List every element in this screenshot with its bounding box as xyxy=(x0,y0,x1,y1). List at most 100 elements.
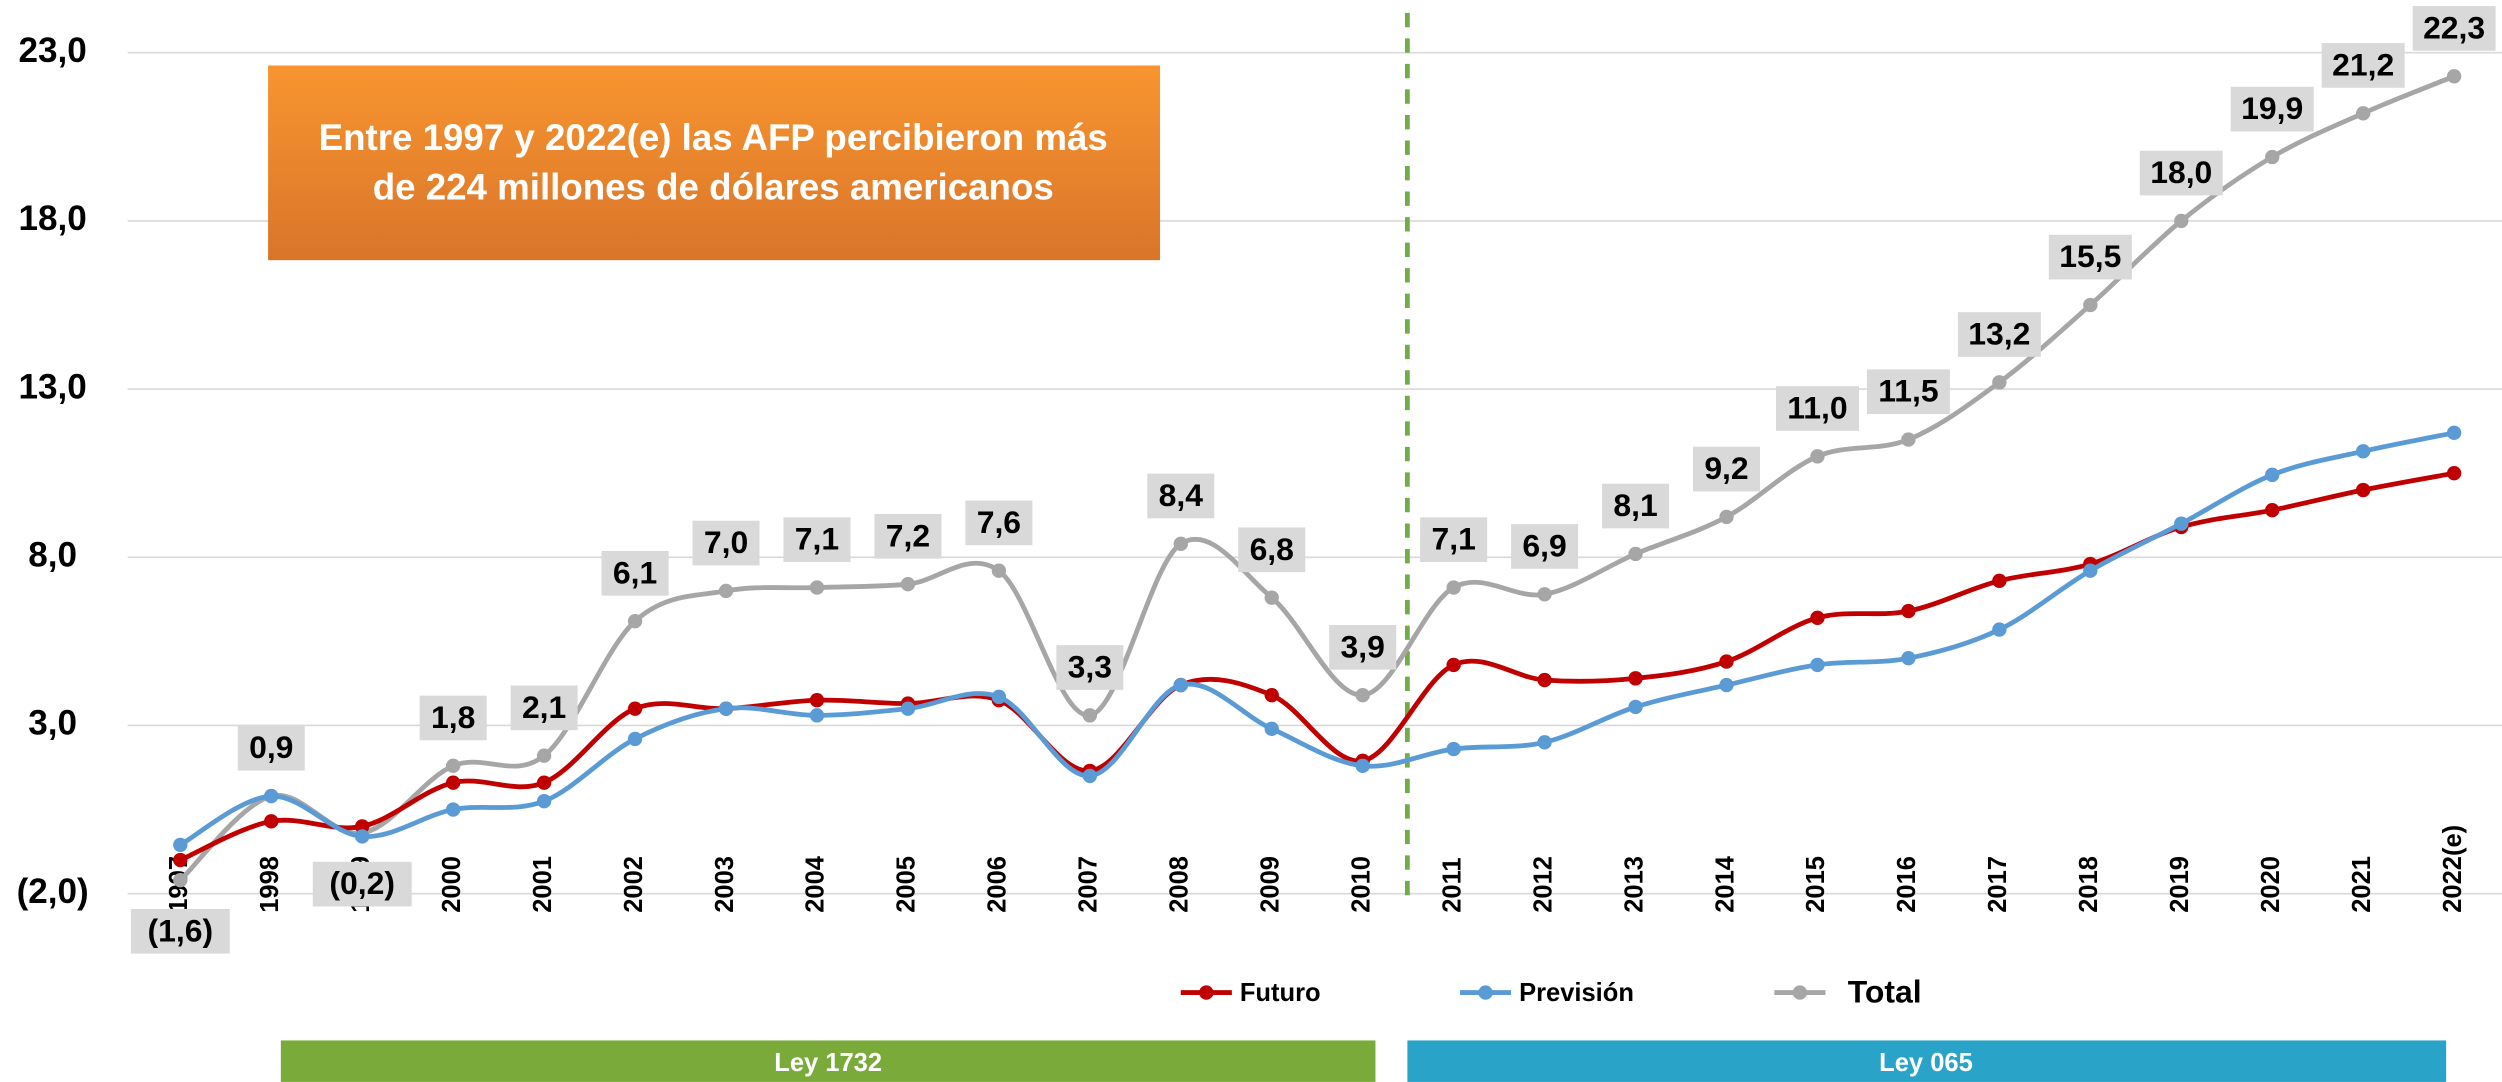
data-label: 22,3 xyxy=(2423,9,2485,45)
legend-swatch xyxy=(1478,985,1493,1000)
data-label: 11,5 xyxy=(1878,373,1938,409)
x-tick-label: 2020 xyxy=(2257,856,2285,913)
legend-label: Total xyxy=(1848,974,1922,1010)
data-point xyxy=(1628,546,1643,562)
data-point xyxy=(355,829,370,844)
x-tick-label: 2000 xyxy=(438,856,466,913)
data-point xyxy=(536,775,552,790)
data-label: 7,1 xyxy=(1431,521,1475,557)
data-point xyxy=(1992,573,2007,589)
data-point xyxy=(2355,482,2371,498)
x-tick-label: 2007 xyxy=(1075,856,1103,913)
data-point xyxy=(1446,741,1461,757)
data-label: 6,1 xyxy=(613,554,657,590)
period-label: Ley 1732 xyxy=(774,1049,882,1077)
x-tick-label: 2019 xyxy=(2166,856,2194,913)
x-tick-label: 2021 xyxy=(2348,856,2376,913)
data-point xyxy=(1446,580,1461,595)
y-tick-label: 3,0 xyxy=(28,704,77,743)
data-label-box xyxy=(1147,473,1215,519)
data-point xyxy=(1810,610,1825,626)
y-tick-label: 8,0 xyxy=(28,536,77,575)
data-point xyxy=(2174,516,2189,531)
data-point xyxy=(1537,672,1552,688)
x-tick-label: 2005 xyxy=(893,856,921,913)
data-label-box xyxy=(1866,369,1950,415)
data-label: (1,6) xyxy=(148,912,214,948)
data-point xyxy=(900,577,916,592)
data-point xyxy=(355,819,370,834)
legend-label: Previsión xyxy=(1519,979,1634,1007)
data-label-box xyxy=(312,861,412,907)
data-label: 6,9 xyxy=(1522,527,1566,563)
data-label-box xyxy=(1511,524,1579,569)
data-point xyxy=(1537,735,1552,750)
data-point xyxy=(2446,425,2462,441)
data-label-box xyxy=(2048,234,2132,280)
data-label: 3,3 xyxy=(1068,649,1112,685)
data-point xyxy=(1173,677,1188,693)
data-point xyxy=(445,775,461,790)
data-label: 6,8 xyxy=(1250,531,1294,567)
data-label-box xyxy=(1420,517,1488,563)
data-label-box xyxy=(1238,527,1306,573)
data-label-box xyxy=(1775,386,1859,431)
series-line xyxy=(179,470,2455,863)
data-label: 11,0 xyxy=(1787,390,1847,426)
series-line xyxy=(179,430,2455,847)
data-label: 3,9 xyxy=(1341,628,1385,664)
data-label: 2,1 xyxy=(522,689,566,725)
data-point xyxy=(2265,503,2280,518)
data-point xyxy=(2083,297,2098,313)
annotation: Entre 1997 y 2022(e) las AFP percibieron… xyxy=(319,117,1108,158)
x-tick-label: 2018 xyxy=(2075,856,2103,913)
data-point xyxy=(2446,466,2462,481)
data-label-box xyxy=(601,550,669,596)
data-label: 21,2 xyxy=(2332,46,2394,82)
data-label-box xyxy=(130,908,230,954)
data-point xyxy=(1810,657,1825,673)
period-bar xyxy=(280,1040,1376,1082)
x-tick-label: 2013 xyxy=(1620,856,1648,913)
data-point xyxy=(1628,671,1643,686)
data-point xyxy=(2265,149,2280,165)
data-label-box xyxy=(2230,86,2314,132)
data-label-box xyxy=(1329,624,1397,670)
x-tick-label: 1998 xyxy=(256,856,284,913)
data-point xyxy=(718,701,734,716)
data-label: 15,5 xyxy=(2059,238,2121,274)
x-tick-label: 2006 xyxy=(984,856,1012,913)
data-label: 7,6 xyxy=(977,504,1021,540)
x-tick-label: 2009 xyxy=(1256,856,1284,913)
data-point xyxy=(1355,758,1370,774)
data-point xyxy=(627,701,643,716)
data-point xyxy=(1264,721,1279,737)
data-label: 7,2 xyxy=(886,517,930,553)
data-point xyxy=(627,731,643,747)
data-point xyxy=(2355,106,2371,121)
data-label: 0,9 xyxy=(249,729,293,765)
legend-label: Futuro xyxy=(1240,979,1321,1007)
data-label-box xyxy=(419,695,487,741)
data-label-box xyxy=(237,725,305,771)
data-point xyxy=(264,788,279,804)
x-tick-label: 2003 xyxy=(711,856,739,913)
data-point xyxy=(173,852,188,868)
data-point xyxy=(1264,688,1279,703)
data-label: 8,1 xyxy=(1613,487,1657,523)
data-label-box xyxy=(965,500,1033,546)
x-tick-label: 2010 xyxy=(1347,856,1375,913)
data-label: 1,8 xyxy=(431,699,475,735)
data-point xyxy=(718,583,734,599)
y-tick-label: 23,0 xyxy=(19,31,87,70)
x-tick-label: 2004 xyxy=(802,855,830,913)
y-tick-label: (2,0) xyxy=(17,872,89,911)
data-point xyxy=(1082,768,1098,784)
data-point xyxy=(2446,69,2462,84)
data-point xyxy=(1628,699,1643,715)
data-point xyxy=(809,708,825,723)
x-tick-label: 2011 xyxy=(1438,857,1466,912)
data-label: 7,1 xyxy=(795,521,839,557)
data-point xyxy=(1446,657,1461,673)
data-point xyxy=(173,873,188,888)
